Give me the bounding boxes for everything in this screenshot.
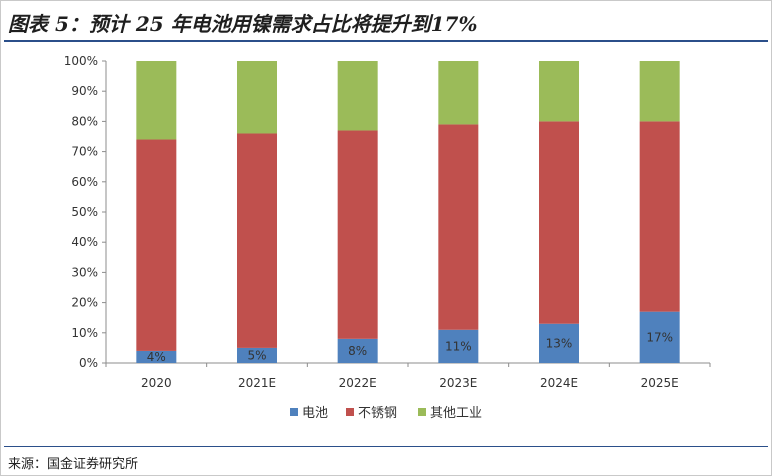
bar-segment [539, 61, 579, 122]
y-tick-label: 60% [71, 175, 98, 189]
y-tick-label: 90% [71, 84, 98, 98]
legend-swatch [290, 408, 298, 416]
data-label: 17% [646, 330, 673, 344]
chart-title: 图表 5：预计 25 年电池用镍需求占比将提升到17% [8, 12, 478, 36]
x-tick-label: 2020 [141, 376, 172, 390]
legend-swatch [346, 408, 354, 416]
bar-segment [337, 130, 378, 339]
x-tick-label: 2023E [439, 376, 477, 390]
y-tick-label: 40% [71, 235, 98, 249]
bar-segment [237, 347, 277, 363]
y-tick-label: 10% [71, 326, 98, 340]
data-label: 5% [247, 348, 266, 362]
bar-segment [237, 133, 277, 348]
data-label: 11% [445, 339, 472, 353]
y-tick-label: 70% [71, 145, 98, 159]
legend-swatch [418, 408, 426, 416]
legend-label: 不锈钢 [358, 406, 397, 421]
bar-segment [136, 139, 177, 351]
bar-segment [136, 350, 177, 363]
x-tick-label: 2022E [339, 376, 377, 390]
data-label: 8% [348, 344, 367, 358]
y-tick-label: 30% [71, 265, 98, 279]
data-label: 4% [147, 350, 166, 364]
legend: 电池 不锈钢 其他工业 [290, 406, 482, 421]
y-tick-label: 50% [71, 205, 98, 219]
data-labels: 4% 5% 8% 11% 13% 17% [147, 330, 673, 364]
bar-segment [337, 61, 378, 131]
source-divider [4, 446, 768, 447]
x-tick-label: 2021E [238, 376, 276, 390]
bar-segment [639, 311, 680, 363]
x-tick-label: 2024E [540, 376, 578, 390]
bar-segment [136, 61, 177, 140]
bar-segment [438, 329, 479, 363]
bar-segment [639, 61, 680, 122]
y-tick-label: 20% [71, 296, 98, 310]
bar-segment [237, 61, 277, 134]
source-note: 来源：国金证券研究所 [8, 457, 139, 472]
bar-segment [639, 121, 680, 312]
bar-segment [539, 323, 579, 363]
y-tick-label: 0% [79, 356, 98, 370]
title-divider [4, 40, 768, 42]
bar-segment [337, 338, 378, 363]
y-tick-label: 100% [64, 54, 98, 68]
x-tick-label: 2025E [641, 376, 679, 390]
axes: 0% 10% 20% 30% 40% 50% 60% 70% 80% 90% 100% 2020 202… [64, 54, 711, 390]
legend-label: 其他工业 [430, 406, 482, 421]
bar-segment [438, 61, 479, 125]
legend-label: 电池 [302, 406, 328, 421]
data-label: 13% [546, 336, 573, 350]
bar-segment [539, 121, 579, 324]
bars [136, 61, 680, 363]
bar-segment [438, 124, 479, 330]
y-tick-label: 80% [71, 114, 98, 128]
